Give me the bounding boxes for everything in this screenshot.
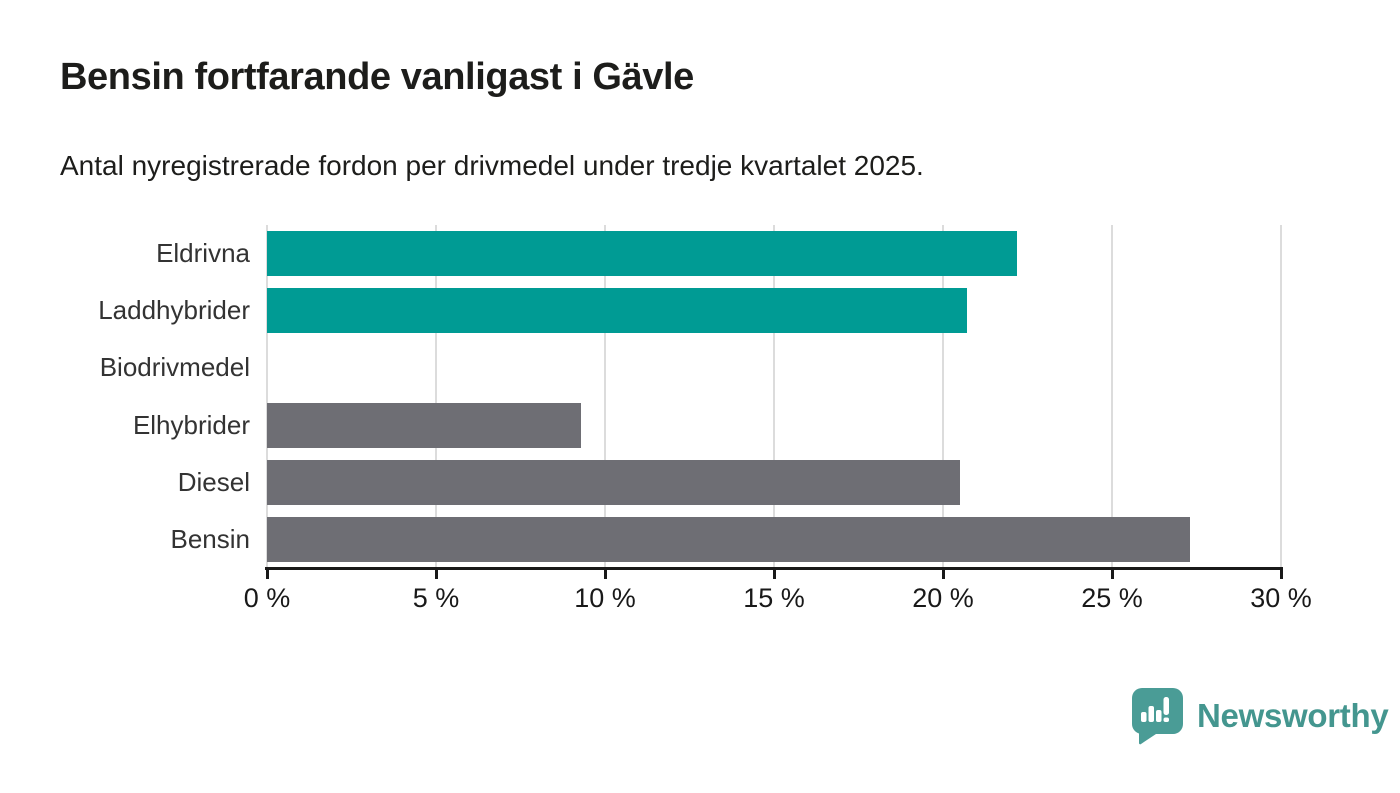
x-tick-mark xyxy=(434,570,438,579)
x-tick-mark xyxy=(603,570,607,579)
gridline xyxy=(266,225,268,568)
x-tick-label: 5 % xyxy=(412,583,460,613)
category-label: Elhybrider xyxy=(132,409,250,440)
bar-row xyxy=(267,339,1281,396)
gridline xyxy=(1111,225,1113,568)
category-labels: Eldrivna Laddhybrider Biodrivmedel Elhybrid… xyxy=(0,225,250,568)
x-axis: 0 % 5 % 10 % 15 % 20 % 25 % 30 % xyxy=(244,567,1312,631)
speech-bubble-bar-chart-icon xyxy=(1130,687,1184,745)
bar-elhybrider xyxy=(267,402,582,448)
x-tick-mark xyxy=(1279,570,1283,579)
gridline xyxy=(435,225,437,568)
x-tick-mark xyxy=(265,570,269,579)
chart-title: Bensin fortfarande vanligast i Gävle xyxy=(60,56,694,98)
bar-row xyxy=(267,225,1281,282)
bar-row xyxy=(267,282,1281,339)
x-tick-label: 25 % xyxy=(1081,583,1143,613)
category-label: Eldrivna xyxy=(156,238,250,269)
plot-area xyxy=(266,225,1282,568)
x-tick-label: 10 % xyxy=(574,583,636,613)
chart-subtitle: Antal nyregistrerade fordon per drivmede… xyxy=(60,150,924,181)
brand-footer: Newsworthy xyxy=(1130,687,1389,745)
bar-laddhybrider xyxy=(267,288,967,334)
x-tick-mark xyxy=(1110,570,1114,579)
x-tick-mark xyxy=(772,570,776,579)
gridline xyxy=(773,225,775,568)
gridline xyxy=(1280,225,1282,568)
category-label: Biodrivmedel xyxy=(99,352,250,383)
gridline xyxy=(942,225,944,568)
bar-diesel xyxy=(267,459,960,505)
bar-row xyxy=(267,396,1281,453)
x-axis-line xyxy=(265,567,1283,570)
bar-rows xyxy=(267,225,1281,568)
category-label: Bensin xyxy=(170,523,251,554)
bar-row xyxy=(267,511,1281,568)
x-tick-mark xyxy=(941,570,945,579)
x-tick-label: 0 % xyxy=(243,583,291,613)
bar-eldrivna xyxy=(267,231,1018,277)
category-label: Laddhybrider xyxy=(98,295,250,326)
x-tick-label: 20 % xyxy=(912,583,974,613)
bar-row xyxy=(267,454,1281,511)
gridline xyxy=(604,225,606,568)
x-tick-label: 30 % xyxy=(1250,583,1312,613)
brand-name: Newsworthy xyxy=(1197,697,1389,734)
plot-gridlines xyxy=(266,225,1282,568)
category-label: Diesel xyxy=(177,466,250,497)
bar-bensin xyxy=(267,516,1190,562)
x-tick-label: 15 % xyxy=(743,583,805,613)
